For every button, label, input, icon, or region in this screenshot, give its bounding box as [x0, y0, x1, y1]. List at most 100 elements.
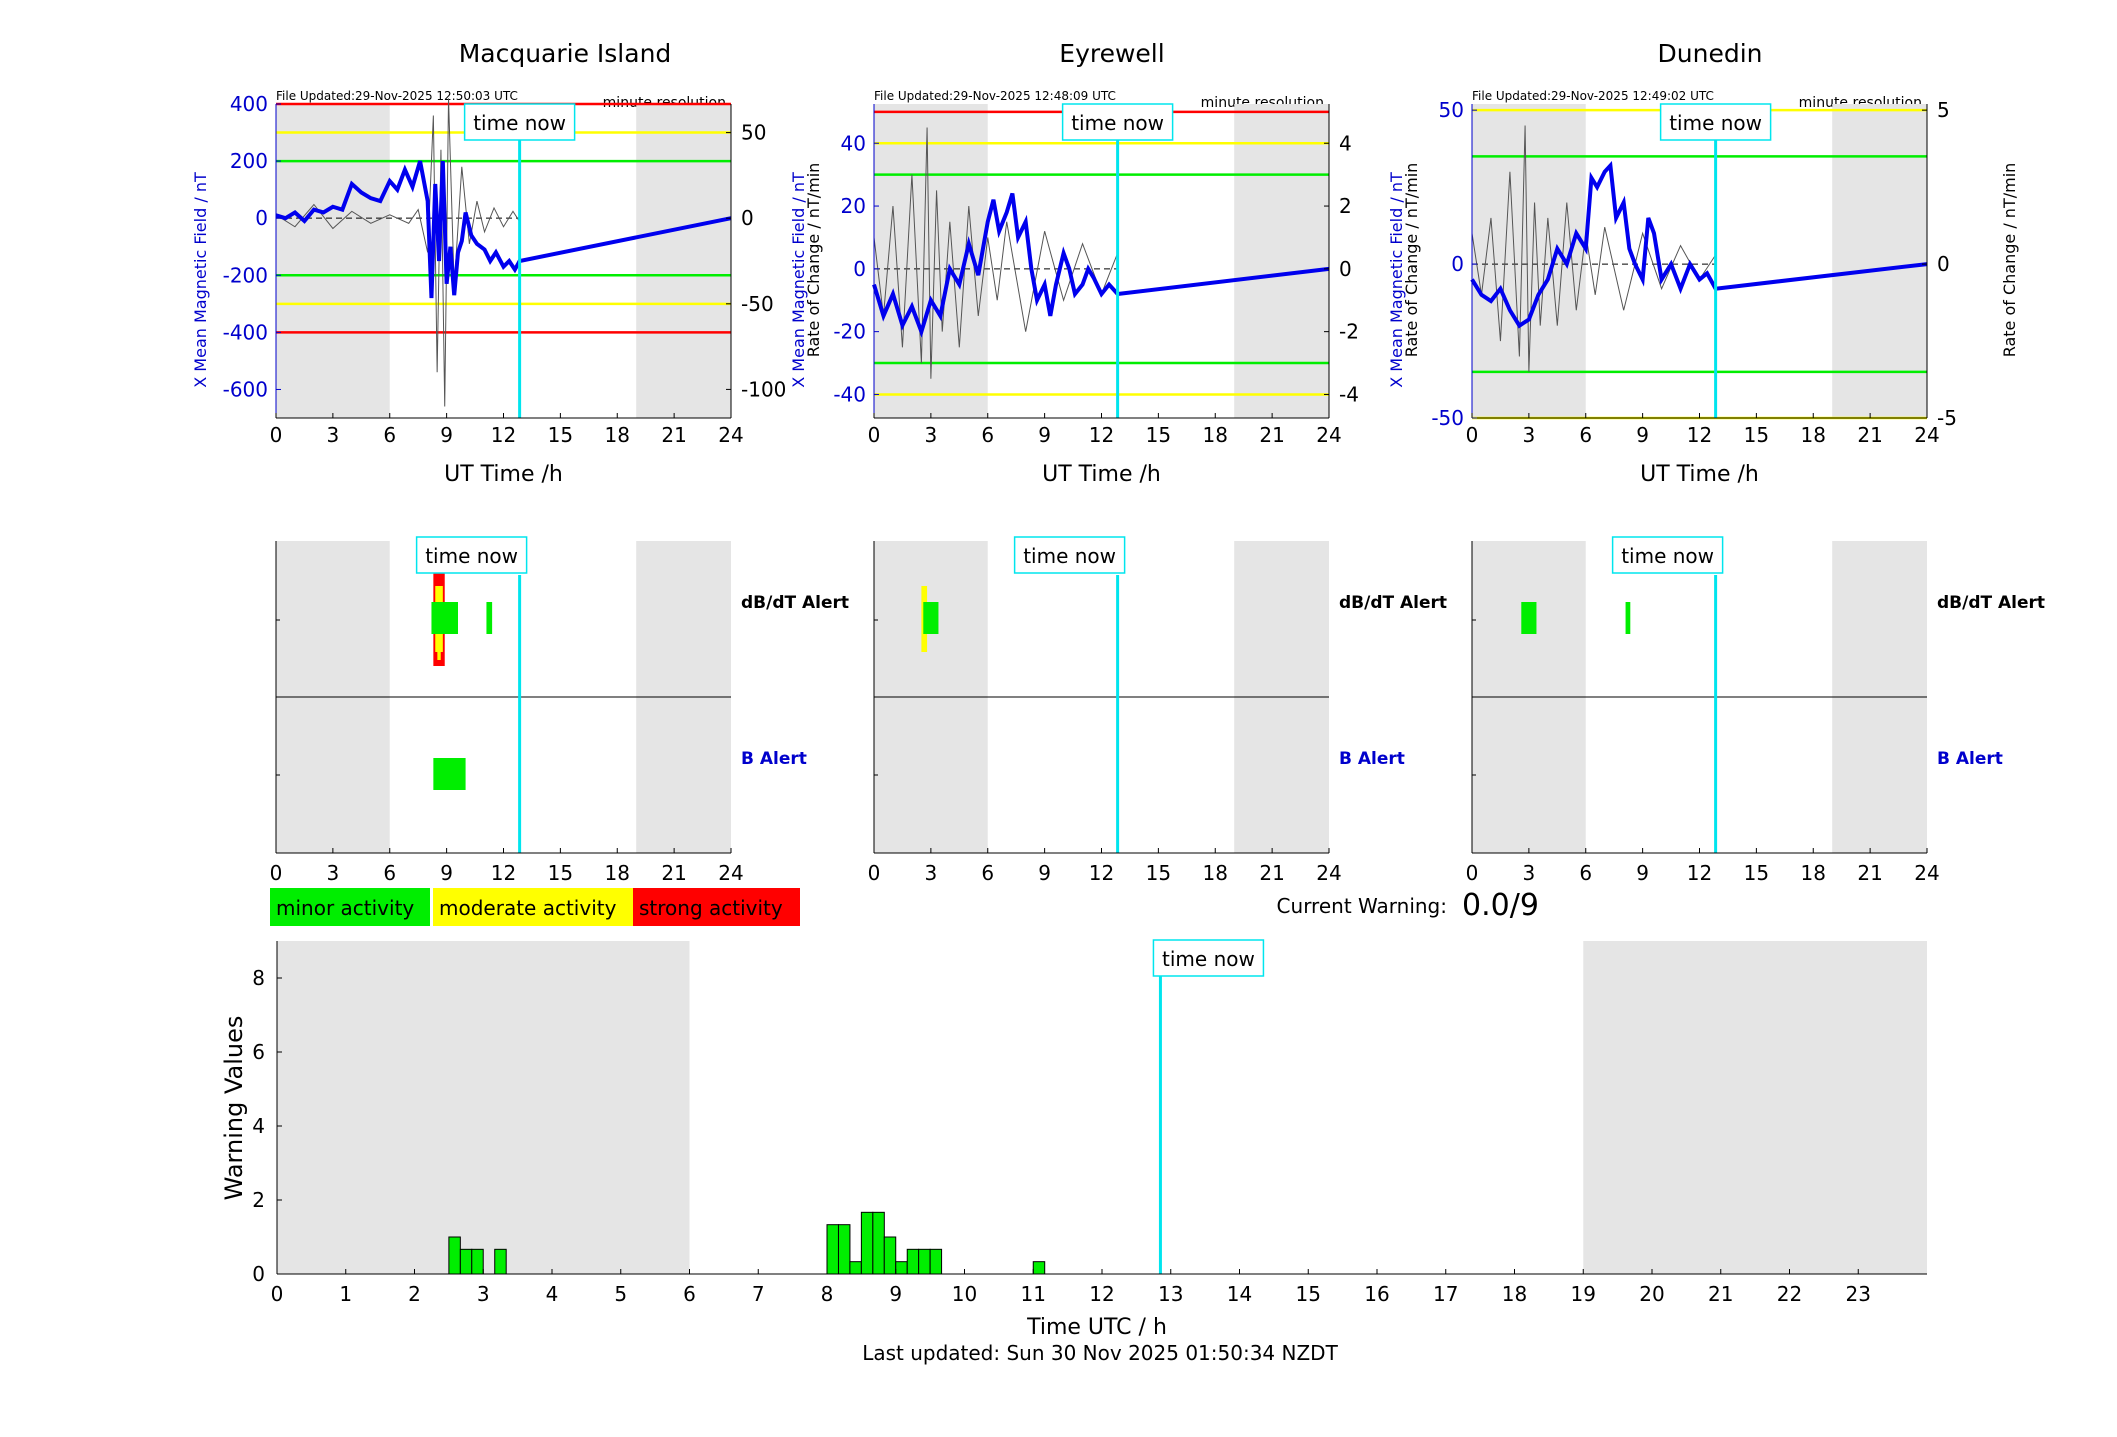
x-tick-label: 6 — [683, 1282, 696, 1306]
time-now-box — [415, 536, 528, 574]
file-updated-text: File Updated:29-Nov-2025 12:50:03 UTC — [276, 89, 518, 103]
y-tick-label: 6 — [252, 1040, 265, 1064]
x-tick-label: 12 — [1089, 423, 1114, 447]
legend-swatch-minor — [270, 888, 430, 926]
y2-tick-label: -4 — [1339, 382, 1359, 406]
x-tick-label: 24 — [718, 861, 743, 885]
x-tick-label: 3 — [1523, 861, 1536, 885]
y-axis-label: X Mean Magnetic Field / nT — [191, 172, 210, 388]
y2-axis-label: Rate of Change / nT/min — [2000, 163, 2019, 358]
time-now-box — [1152, 939, 1265, 977]
time-now-box — [1061, 103, 1174, 141]
x-tick-label: 9 — [440, 861, 453, 885]
station-panel-2: Eyrewell File Updated:29-Nov-2025 12:48:0… — [789, 39, 1421, 487]
night-shade — [276, 104, 390, 418]
warning-bar — [494, 1248, 507, 1275]
legend-label-moderate: moderate activity — [439, 896, 617, 920]
x-tick-label: 21 — [661, 423, 686, 447]
night-shade — [1583, 941, 1927, 1274]
x-tick-label: 12 — [1687, 423, 1712, 447]
x-tick-label: 18 — [605, 861, 630, 885]
warning-bar — [929, 1248, 943, 1275]
x-tick-label: 9 — [1636, 861, 1649, 885]
warning-bar — [826, 1224, 839, 1275]
x-tick-label: 17 — [1433, 1282, 1458, 1306]
x-tick-label: 6 — [981, 861, 994, 885]
x-tick-label: 1 — [339, 1282, 352, 1306]
x-tick-label: 12 — [491, 423, 516, 447]
y-tick-label: -50 — [1431, 406, 1464, 430]
x-tick-label: 6 — [383, 423, 396, 447]
x-tick-label: 0 — [868, 423, 881, 447]
dbdt-alert-label: dB/dT Alert — [1937, 593, 2045, 613]
dbdt-alert-label: dB/dT Alert — [1339, 593, 1447, 613]
x-tick-label: 7 — [752, 1282, 765, 1306]
mean-field-series — [872, 192, 1330, 338]
x-tick-label: 2 — [408, 1282, 421, 1306]
time-now-box — [1013, 536, 1126, 574]
x-axis-label: UT Time /h — [1042, 462, 1161, 487]
warning-bar — [918, 1248, 931, 1275]
y2-axis-label: Rate of Change / nT/min — [804, 163, 823, 358]
legend-swatch-moderate — [433, 888, 633, 926]
x-tick-label: 10 — [952, 1282, 977, 1306]
y-tick-label: 400 — [230, 92, 268, 116]
time-now-label: time now — [1023, 544, 1116, 568]
x-tick-label: 9 — [440, 423, 453, 447]
x-tick-label: 11 — [1021, 1282, 1046, 1306]
x-tick-label: 15 — [1744, 861, 1769, 885]
dbdt-alert-label: dB/dT Alert — [741, 593, 849, 613]
y-tick-label: 8 — [252, 966, 265, 990]
y-tick-label: 0 — [1451, 252, 1464, 276]
alert-panel-3: time now 0 3 6 9 12 15 18 21 24 dB/dT Alert B Alert — [1466, 536, 2045, 885]
current-warning-value: 0.0/9 — [1462, 888, 1539, 923]
x-tick-label: 21 — [1259, 423, 1284, 447]
dbdt-alert-minor — [486, 602, 493, 634]
y2-tick-label: -5 — [1937, 406, 1957, 430]
warning-bar — [895, 1261, 908, 1275]
x-tick-label: 4 — [546, 1282, 559, 1306]
time-now-label: time now — [473, 111, 566, 135]
y-tick-label: 200 — [230, 149, 268, 173]
y-tick-label: 40 — [841, 131, 866, 155]
night-shade — [636, 104, 731, 418]
y2-tick-label: -50 — [741, 292, 774, 316]
time-now-box — [1659, 103, 1772, 141]
y-tick-label: 20 — [841, 194, 866, 218]
rate-of-change-series — [1471, 125, 1717, 372]
x-tick-label: 14 — [1227, 1282, 1252, 1306]
x-tick-label: 22 — [1777, 1282, 1802, 1306]
time-now-label: time now — [1071, 111, 1164, 135]
y2-tick-label: 5 — [1937, 98, 1950, 122]
x-tick-label: 9 — [889, 1282, 902, 1306]
legend-label-minor: minor activity — [276, 896, 414, 920]
y2-tick-label: 2 — [1339, 194, 1352, 218]
x-tick-label: 21 — [1857, 861, 1882, 885]
y2-tick-label: 0 — [1339, 257, 1352, 281]
warning-bar — [906, 1248, 920, 1275]
station-panel-1: Macquarie Island File Updated:29-Nov-2025… — [191, 39, 823, 487]
x-tick-label: 6 — [1579, 423, 1592, 447]
x-tick-label: 24 — [1914, 423, 1939, 447]
x-tick-label: 12 — [1089, 861, 1114, 885]
x-tick-label: 6 — [1579, 861, 1592, 885]
x-tick-label: 21 — [1708, 1282, 1733, 1306]
warning-bar — [872, 1211, 885, 1275]
x-tick-label: 24 — [1316, 861, 1341, 885]
x-tick-label: 12 — [1687, 861, 1712, 885]
dbdt-alert-minor — [1521, 602, 1537, 634]
x-tick-label: 6 — [383, 861, 396, 885]
x-tick-label: 3 — [1523, 423, 1536, 447]
x-tick-label: 19 — [1571, 1282, 1596, 1306]
warning-bar — [1032, 1261, 1046, 1275]
y2-tick-label: 0 — [1937, 252, 1950, 276]
current-warning: Current Warning: 0.0/9 — [1277, 888, 1539, 923]
x-tick-label: 24 — [1316, 423, 1341, 447]
station-title: Macquarie Island — [459, 39, 672, 68]
y-tick-label: -20 — [833, 320, 866, 344]
x-tick-label: 0 — [1466, 861, 1479, 885]
b-alert-label: B Alert — [1339, 749, 1405, 769]
x-tick-label: 18 — [1801, 861, 1826, 885]
x-tick-label: 9 — [1038, 861, 1051, 885]
